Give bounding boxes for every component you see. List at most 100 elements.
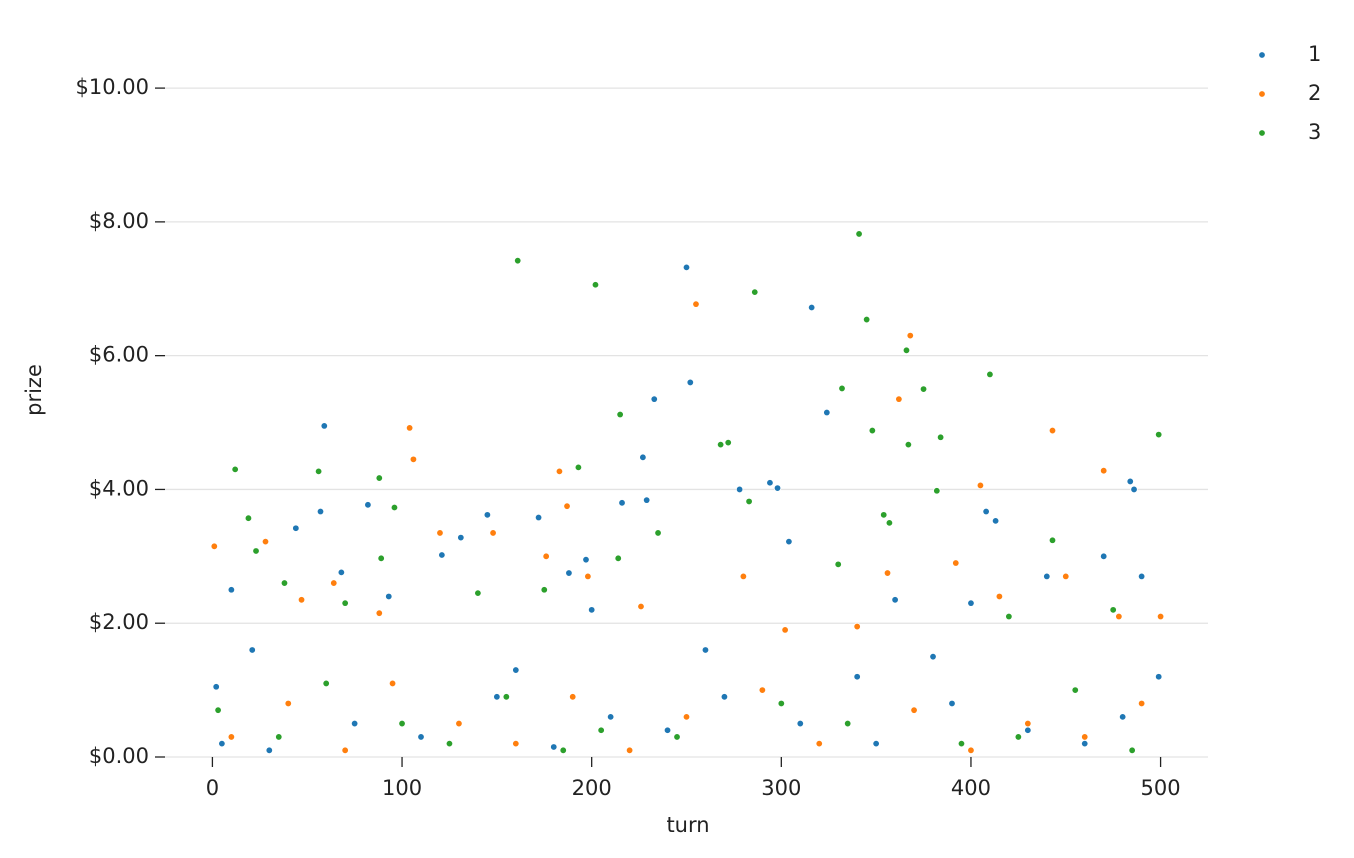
point: [322, 679, 330, 688]
point: [891, 596, 899, 604]
point: [1081, 739, 1089, 748]
point: [280, 579, 289, 587]
y-tick-label: $6.00: [89, 343, 149, 367]
point: [606, 713, 615, 721]
point: [692, 300, 700, 308]
point: [777, 699, 786, 708]
point: [248, 646, 256, 654]
point: [265, 746, 273, 755]
point: [995, 592, 1004, 601]
point: [823, 408, 831, 417]
point: [952, 559, 960, 567]
point: [1048, 426, 1057, 435]
point: [637, 602, 645, 611]
point: [1048, 536, 1057, 544]
point: [244, 514, 253, 522]
point: [838, 384, 846, 393]
point: [815, 739, 823, 748]
point: [618, 499, 626, 507]
point: [364, 501, 372, 509]
y-tick-label: $8.00: [89, 209, 149, 233]
point: [1156, 612, 1165, 621]
x-tick-label: 0: [206, 776, 219, 800]
point: [292, 524, 300, 532]
point: [773, 484, 782, 492]
point: [436, 529, 444, 537]
point: [1014, 733, 1023, 741]
point: [350, 719, 359, 728]
point: [625, 746, 634, 755]
point: [855, 230, 863, 238]
point: [210, 542, 219, 550]
point: [976, 481, 985, 490]
point: [231, 465, 239, 474]
point: [390, 503, 399, 512]
point: [489, 529, 497, 537]
point: [904, 440, 913, 449]
point: [654, 529, 662, 537]
point: [550, 743, 558, 751]
legend-marker: [1258, 51, 1266, 59]
x-tick-label: 200: [572, 776, 612, 800]
point: [701, 646, 710, 654]
point: [1118, 713, 1127, 721]
point: [1126, 477, 1134, 486]
point: [1099, 552, 1108, 561]
point: [853, 673, 861, 681]
point: [514, 256, 522, 265]
point: [337, 568, 346, 577]
point: [409, 455, 418, 464]
point: [330, 579, 338, 587]
point: [682, 263, 691, 272]
point: [457, 533, 465, 542]
point: [555, 467, 564, 476]
legend-label: 3: [1308, 120, 1321, 144]
point: [597, 726, 605, 734]
point: [1005, 612, 1013, 621]
point: [967, 599, 975, 607]
point: [682, 713, 691, 721]
point: [1137, 572, 1146, 581]
point: [227, 733, 236, 741]
point: [275, 733, 283, 741]
point: [1024, 726, 1032, 734]
point: [872, 739, 880, 748]
x-tick-label: 500: [1141, 776, 1181, 800]
point: [375, 474, 383, 482]
y-tick-label: $10.00: [76, 75, 149, 99]
point: [616, 410, 624, 419]
point: [991, 517, 1000, 525]
y-tick-label: $2.00: [89, 610, 149, 634]
point: [785, 537, 793, 546]
point: [438, 551, 446, 559]
point: [252, 547, 260, 555]
point: [766, 479, 774, 487]
point: [587, 606, 596, 614]
legend-label: 1: [1308, 42, 1321, 66]
x-tick-label: 100: [382, 776, 422, 800]
point: [1130, 485, 1138, 494]
point: [883, 569, 892, 577]
point: [967, 746, 975, 755]
point: [227, 586, 236, 594]
point: [936, 433, 945, 441]
point: [502, 693, 511, 701]
point: [218, 739, 226, 748]
point: [716, 440, 725, 449]
point: [868, 426, 877, 435]
point: [417, 733, 425, 741]
legend-marker: [1258, 90, 1266, 98]
point: [902, 346, 911, 355]
x-axis-label: turn: [666, 813, 709, 837]
point: [807, 303, 816, 312]
point: [455, 719, 463, 728]
point: [910, 706, 918, 714]
point: [1081, 733, 1089, 741]
point: [906, 331, 914, 340]
point: [584, 572, 592, 581]
point: [297, 596, 306, 604]
x-tick-label: 300: [761, 776, 801, 800]
point: [563, 502, 571, 510]
